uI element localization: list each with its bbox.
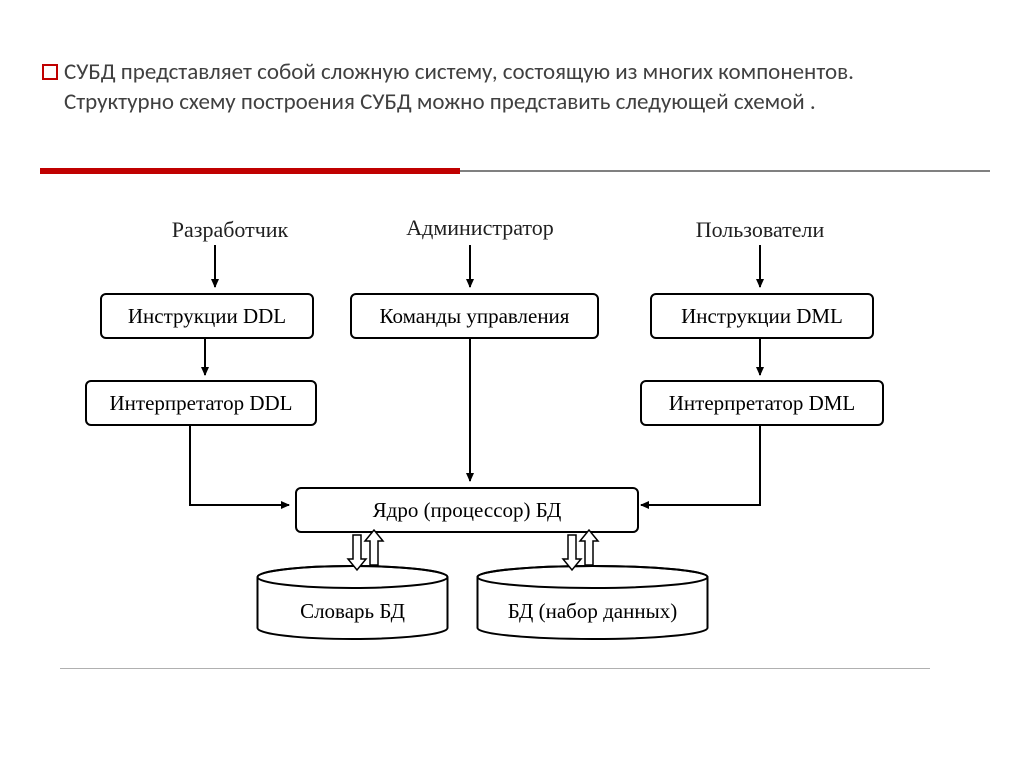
label-administrator: Администратор [380, 215, 580, 241]
slide: СУБД представляет собой сложную систему,… [0, 0, 1024, 768]
cylinder-database-label: БД (набор данных) [475, 599, 710, 624]
box-dml-interpreter: Интерпретатор DML [640, 380, 884, 426]
label-developer: Разработчик [150, 217, 310, 243]
title-bullet-icon [42, 64, 58, 80]
box-db-kernel: Ядро (процессор) БД [295, 487, 639, 533]
label-users: Пользователи [660, 217, 860, 243]
diagram-area: Разработчик Администратор Пользователи И… [60, 205, 930, 665]
divider-bottom [60, 668, 930, 669]
cylinder-db-dictionary: Словарь БД [255, 565, 450, 640]
arrow-ddlinterp-to-kernel [190, 424, 289, 505]
divider-thin [460, 170, 990, 172]
divider-accent [40, 168, 460, 174]
box-dml-instructions: Инструкции DML [650, 293, 874, 339]
box-ddl-interpreter: Интерпретатор DDL [85, 380, 317, 426]
slide-title: СУБД представляет собой сложную систему,… [64, 58, 934, 118]
arrow-dmlinterp-to-kernel [641, 424, 760, 505]
cylinder-database: БД (набор данных) [475, 565, 710, 640]
double-arrow-kernel-dict [348, 530, 383, 570]
double-arrow-kernel-db [563, 530, 598, 570]
cylinder-db-dictionary-label: Словарь БД [255, 599, 450, 624]
box-management-commands: Команды управления [350, 293, 599, 339]
box-ddl-instructions: Инструкции DDL [100, 293, 314, 339]
